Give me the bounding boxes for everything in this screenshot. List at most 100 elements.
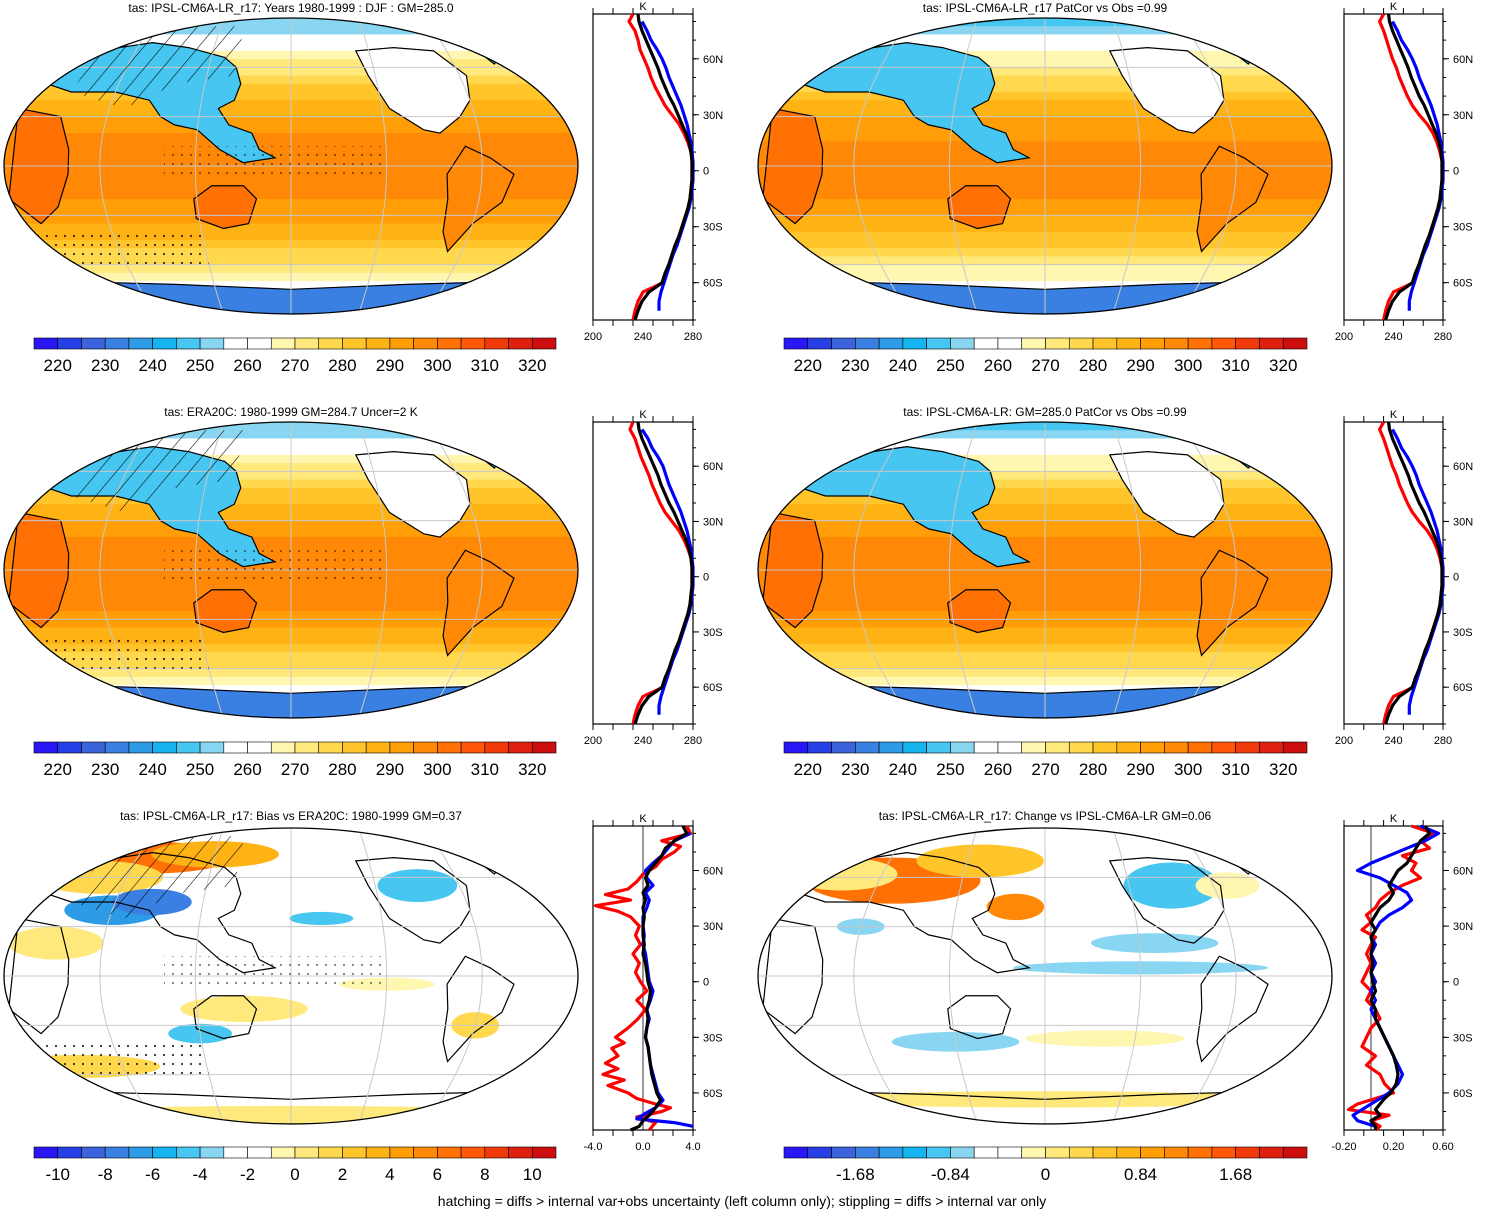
colorbar-tick-label: 4 [385,1165,394,1184]
map-border [3,421,579,719]
coast-australia [947,995,1012,1040]
colorbar-tick-label: 290 [1126,356,1154,375]
lat-tick-label: 30S [1453,627,1473,639]
colorbar-cell [484,337,509,350]
colorbar-cell [270,741,296,754]
lat-tick-label: 0 [1453,977,1459,989]
colorbar-cell [1116,1146,1141,1159]
colorbar-cell [1140,741,1165,754]
colorbar-tick-label: 2 [338,1165,347,1184]
colorbar-cell [176,741,201,754]
colorbar-tick-label: 280 [328,760,356,779]
colorbar-cell [1187,741,1213,754]
profile-x-tick-label: 0.20 [1383,1141,1404,1153]
profile-frame [1343,825,1444,1131]
colorbar-tick-label: 250 [936,356,964,375]
profile-x-tick-label: 4.0 [685,1141,700,1153]
map-field [4,422,578,718]
colorbar-tick-label: 240 [889,356,917,375]
profile-x-tick-label: 280 [684,735,702,747]
colorbar-cell [57,337,82,350]
colorbar-cell [508,337,533,350]
colorbar-tick-label: -10 [45,1165,70,1184]
colorbar-cell [413,337,438,350]
colorbar-cell [1092,337,1118,350]
colorbar-tick-label: 310 [471,356,499,375]
meridian-gridline [426,422,483,718]
colorbar-cell [973,1146,999,1159]
lat-tick-label: 60N [1453,461,1473,473]
colorbar: 220 230 240 250 260 270 280 290 300 310 320 [783,337,1308,375]
colorbar-cell [508,1146,533,1159]
meridian-gridline [358,828,388,1124]
profile-series-line [627,13,694,321]
coast-africa [762,917,824,1035]
map-border [757,827,1333,1125]
colorbar-cell [1211,1146,1236,1159]
colorbar-cell [389,1146,414,1159]
colorbar-cell [33,1146,59,1159]
lat-tick-label: 60S [1453,682,1473,694]
profile-x-tick-label: 280 [1434,735,1452,747]
lat-tick-label: 30N [703,921,723,933]
profile-unit-label: K [1390,813,1398,825]
colorbar-tick-label: 280 [1079,760,1107,779]
meridian-gridline [948,422,978,718]
colorbar-cell [1092,741,1118,754]
change-region [1123,862,1220,909]
colorbar-cell [783,741,809,754]
stippling-overlay [163,550,387,584]
map-panel: tas: IPSL-CM6A-LR_r17: Years 1980-1999 :… [3,1,579,315]
map-panel: tas: IPSL-CM6A-LR_r17: Bias vs ERA20C: 1… [3,809,579,1125]
colorbar-tick-label: 280 [1079,356,1107,375]
colorbar-cell [997,337,1023,350]
colorbar-tick-label: 220 [44,760,72,779]
lat-tick-label: 60S [1453,278,1473,290]
colorbar-cell [1259,337,1284,350]
colorbar-cell [1259,741,1284,754]
lat-tick-label: 0 [703,572,709,584]
colorbar-tick-label: 1.68 [1219,1165,1252,1184]
map-panel: tas: IPSL-CM6A-LR_r17: Change vs IPSL-CM… [757,809,1333,1125]
zonal-profile: 200 240 280 K 60N 30N 0 30S 60S [584,409,723,747]
colorbar-cell [199,1146,225,1159]
colorbar-tick-label: 280 [328,356,356,375]
colorbar-cell [1045,1146,1070,1159]
colorbar-tick-label: 290 [1126,760,1154,779]
colorbar-cell [902,337,927,350]
lat-tick-label: 60N [703,461,723,473]
colorbar-cell [152,741,177,754]
colorbar-cell [1235,337,1260,350]
colorbar-tick-label: 220 [794,356,822,375]
colorbar-cell [855,741,880,754]
coast-antarctica [810,1090,1280,1124]
colorbar-cell [1259,1146,1284,1159]
profile-series-line [593,825,693,1132]
colorbar-cell [973,741,999,754]
map-border [3,827,579,1125]
coast-antarctica [56,1090,526,1124]
colorbar-cell [294,741,320,754]
colorbar-cell [460,1146,486,1159]
profile-x-tick-label: 200 [1335,331,1353,343]
map-panel: tas: IPSL-CM6A-LR: GM=285.0 PatCor vs Ob… [757,405,1333,719]
colorbar-cell [1164,741,1189,754]
colorbar-tick-label: 240 [889,760,917,779]
panel-title: tas: IPSL-CM6A-LR_r17: Years 1980-1999 :… [128,1,453,15]
colorbar: -1.68 -0.84 0 0.84 1.68 [783,1146,1308,1184]
map-field [758,18,1332,314]
profile-unit-label: K [639,1,647,13]
meridian-gridline [358,422,388,718]
colorbar-cell [1045,741,1070,754]
profile-unit-label: K [639,409,647,421]
colorbar-cell [1021,1146,1046,1159]
colorbar-tick-label: 8 [480,1165,489,1184]
lat-tick-label: 60N [703,865,723,877]
colorbar-cell [128,1146,153,1159]
colorbar-cell [223,1146,248,1159]
profile-series-line [1384,421,1444,725]
change-region [1195,872,1260,899]
colorbar-cell [1092,1146,1118,1159]
colorbar-cell [855,1146,880,1159]
